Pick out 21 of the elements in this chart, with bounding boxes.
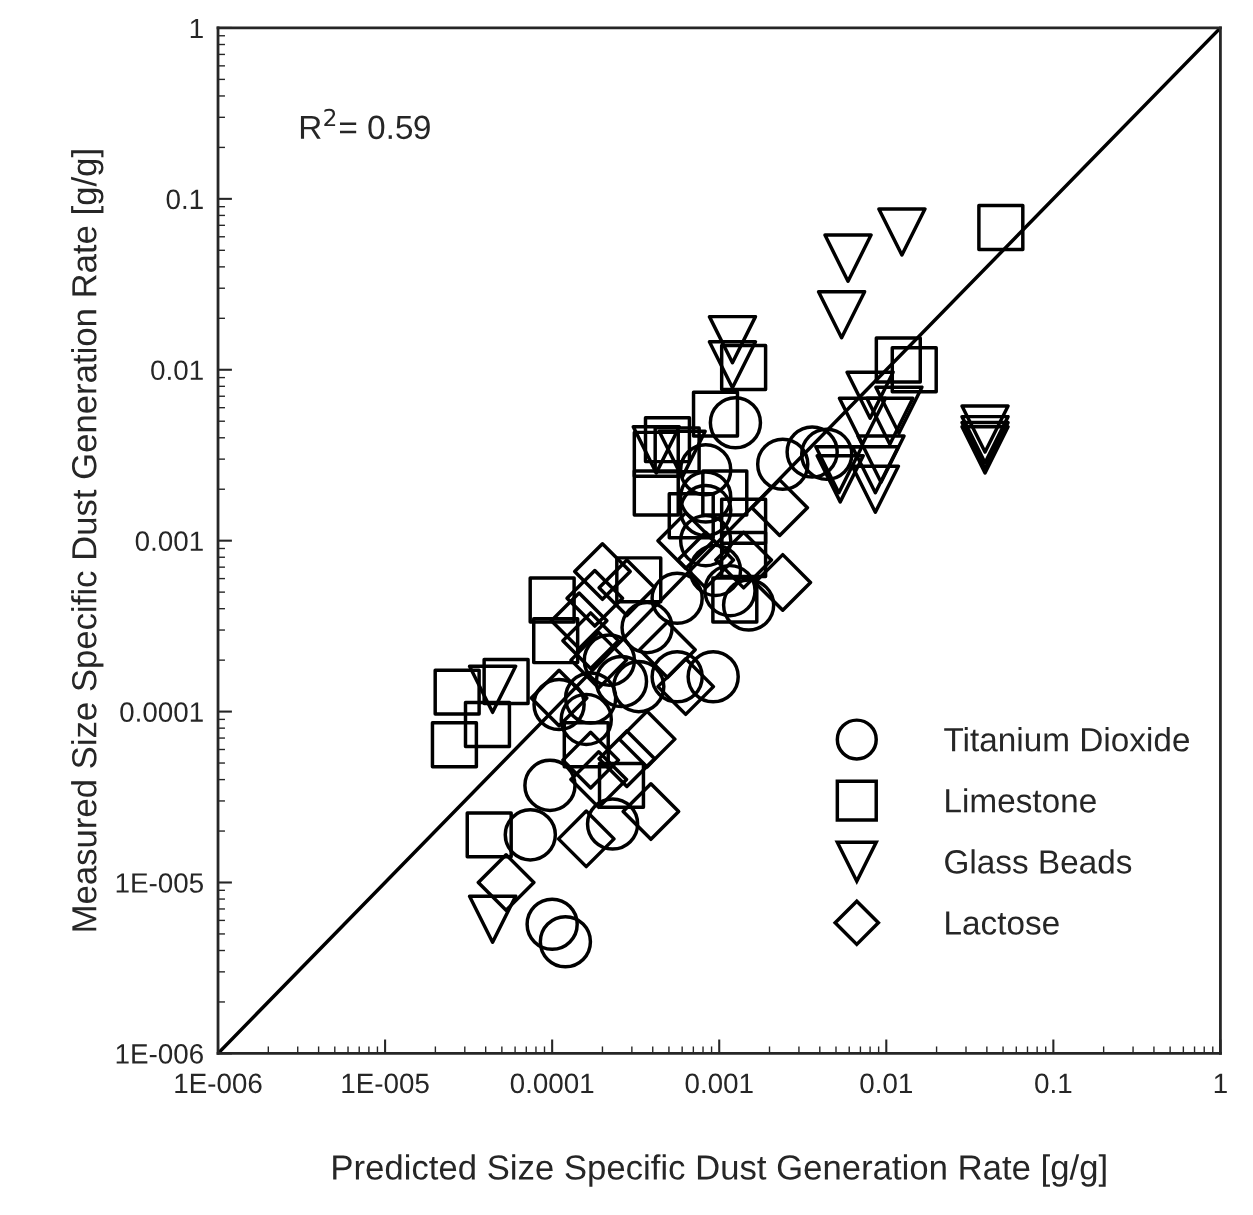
y-tick-label: 1E-006 — [116, 1044, 203, 1064]
x-tick-label: 0.001 — [685, 1073, 753, 1094]
legend-label: Lactose — [946, 911, 1059, 935]
x-tick-label: 0.1 — [1035, 1073, 1072, 1094]
y-tick-label: 0.1 — [166, 189, 203, 210]
x-tick-label: 1 — [1214, 1073, 1227, 1093]
y-tick-label: 0.001 — [135, 531, 203, 552]
y-tick-label: 1E-005 — [116, 873, 203, 893]
legend-label: Limestone — [946, 788, 1096, 813]
legend-label: Glass Beads — [945, 849, 1132, 874]
y-tick-label: 1 — [190, 18, 203, 39]
x-tick-label: 0.0001 — [510, 1073, 594, 1094]
x-tick-label: 1E-005 — [342, 1073, 429, 1094]
legend-label: Titanium Dioxide — [944, 727, 1189, 752]
y-axis-title: Measured Size Specific Dust Generation Rate [g/g] — [71, 150, 104, 931]
x-tick-label: 1E-006 — [175, 1073, 262, 1094]
y-tick-label: 0.0001 — [120, 702, 203, 722]
x-axis-title: Predicted Size Specific Dust Generation Rate [g/g] — [333, 1154, 1106, 1187]
y-tick-label: 0.01 — [151, 360, 203, 381]
annotation: R$^{2}$= 0.59 — [300, 108, 430, 140]
x-tick-label: 0.01 — [860, 1073, 912, 1094]
